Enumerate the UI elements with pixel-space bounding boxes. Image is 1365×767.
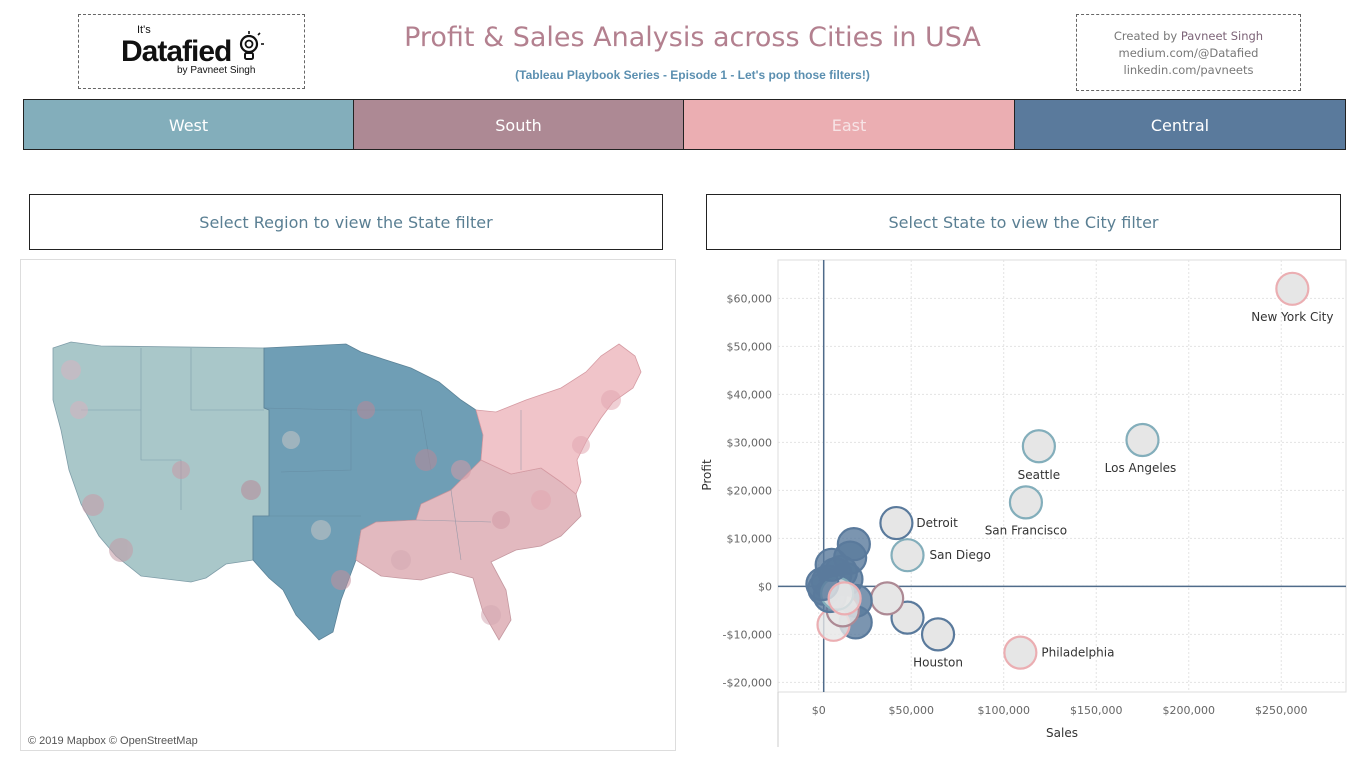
city-filter-prompt[interactable]: Select State to view the City filter bbox=[706, 194, 1341, 250]
profit-sales-scatter[interactable]: -$20,000 -$10,000 $0 $10,000 $20,000 $30,000 $… bbox=[700, 255, 1365, 755]
city-label: Philadelphia bbox=[1041, 646, 1114, 660]
map-region-south[interactable] bbox=[355, 459, 582, 641]
y-tick-label: $20,000 bbox=[727, 484, 773, 497]
city-labels: New York City Los Angeles Seattle San Franc… bbox=[913, 310, 1333, 670]
region-button-south[interactable]: South bbox=[353, 99, 684, 150]
author-name: Pavneet Singh bbox=[1180, 29, 1264, 43]
city-point[interactable] bbox=[1125, 422, 1160, 458]
x-tick-label: $250,000 bbox=[1255, 704, 1308, 717]
city-label: New York City bbox=[1251, 310, 1333, 324]
y-tick-label: $60,000 bbox=[727, 292, 773, 305]
page-subtitle: (Tableau Playbook Series - Episode 1 - L… bbox=[515, 68, 870, 82]
y-tick-label: -$10,000 bbox=[723, 628, 772, 641]
region-button-west[interactable]: West bbox=[23, 99, 354, 150]
city-point[interactable] bbox=[1003, 635, 1038, 670]
city-point[interactable] bbox=[920, 617, 956, 652]
map-region-west[interactable] bbox=[52, 341, 270, 583]
region-button-central[interactable]: Central bbox=[1014, 99, 1346, 150]
credit-line-2[interactable]: medium.com/@Datafied bbox=[1118, 46, 1259, 60]
state-filter-prompt[interactable]: Select Region to view the State filter bbox=[29, 194, 663, 250]
logo-byline: by Pavneet Singh bbox=[177, 65, 256, 76]
city-point[interactable] bbox=[890, 538, 925, 573]
x-tick-label: $50,000 bbox=[888, 704, 934, 717]
city-point[interactable] bbox=[1008, 485, 1044, 520]
city-point[interactable] bbox=[827, 581, 862, 616]
logo-top-text: It's bbox=[137, 24, 151, 36]
x-tick-label: $200,000 bbox=[1162, 704, 1215, 717]
city-label: San Francisco bbox=[985, 523, 1067, 537]
usa-region-map[interactable] bbox=[21, 260, 676, 730]
x-axis-ticks: $0 $50,000 $100,000 $150,000 $200,000 $250,00… bbox=[812, 704, 1308, 717]
y-tick-label: $10,000 bbox=[727, 532, 773, 545]
plot-area bbox=[777, 259, 1347, 693]
region-button-east[interactable]: East bbox=[683, 99, 1015, 150]
city-point[interactable] bbox=[1021, 429, 1056, 464]
city-label: Seattle bbox=[1018, 468, 1060, 482]
y-tick-label: $0 bbox=[758, 580, 772, 593]
credits: Created by Pavneet Singh medium.com/@Dat… bbox=[1076, 14, 1301, 91]
y-tick-label: -$20,000 bbox=[723, 676, 772, 689]
x-axis-label: Sales bbox=[1046, 726, 1078, 740]
y-tick-label: $40,000 bbox=[727, 388, 773, 401]
logo-main-text: Datafied bbox=[121, 35, 232, 68]
city-point[interactable] bbox=[814, 547, 849, 582]
city-density-markers bbox=[61, 360, 621, 625]
city-label: Detroit bbox=[916, 516, 958, 530]
y-tick-label: $30,000 bbox=[727, 436, 773, 449]
city-point[interactable] bbox=[870, 581, 905, 616]
gridlines bbox=[777, 260, 1346, 747]
y-axis-ticks: -$20,000 -$10,000 $0 $10,000 $20,000 $30,000 $… bbox=[723, 292, 772, 689]
map-attribution: © 2019 Mapbox © OpenStreetMap bbox=[28, 735, 198, 747]
lightbulb-icon bbox=[239, 31, 264, 60]
credit-line-1: Created by Pavneet Singh bbox=[1113, 29, 1264, 43]
credit-line-3[interactable]: linkedin.com/pavneets bbox=[1123, 63, 1254, 77]
map-region-east[interactable] bbox=[475, 343, 642, 495]
city-label: Houston bbox=[913, 655, 963, 669]
city-point[interactable] bbox=[1275, 271, 1310, 306]
usa-map-panel[interactable]: © 2019 Mapbox © OpenStreetMap bbox=[20, 259, 676, 751]
city-label: Los Angeles bbox=[1105, 461, 1177, 475]
profit-sales-scatter-panel[interactable]: -$20,000 -$10,000 $0 $10,000 $20,000 $30,000 $… bbox=[700, 255, 1365, 755]
city-label: San Diego bbox=[930, 548, 991, 562]
city-point[interactable] bbox=[879, 505, 914, 541]
y-tick-label: $50,000 bbox=[727, 340, 773, 353]
x-tick-label: $150,000 bbox=[1070, 704, 1123, 717]
x-tick-label: $100,000 bbox=[977, 704, 1030, 717]
city-points[interactable] bbox=[805, 271, 1310, 670]
y-axis-label: Profit bbox=[700, 459, 714, 491]
x-tick-label: $0 bbox=[812, 704, 826, 717]
page-title: Profit & Sales Analysis across Cities in… bbox=[404, 22, 981, 53]
logo: It's Datafied by Pavneet Singh bbox=[78, 14, 305, 89]
